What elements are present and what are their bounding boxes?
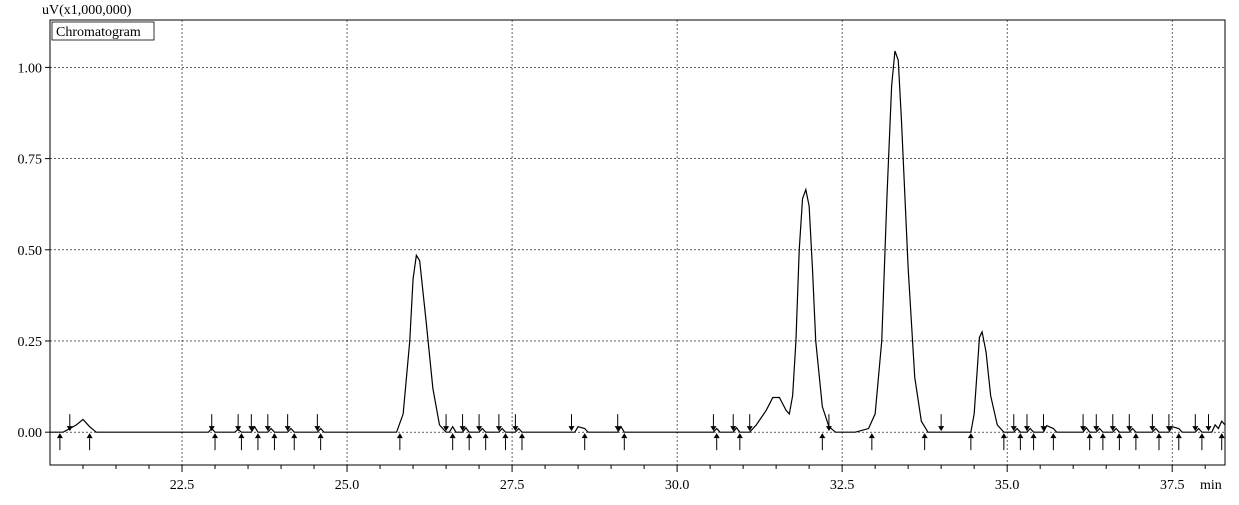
y-tick-label: 0.00 <box>18 426 43 441</box>
chart-svg: uV(x1,000,000) min Chromatogram 0.00 0.25 0.5… <box>0 0 1239 505</box>
x-tick-label: 32.5 <box>830 478 855 493</box>
x-tick-label: 35.0 <box>995 478 1020 493</box>
x-tick-label: 30.0 <box>665 478 690 493</box>
chromatogram-chart: uV(x1,000,000) min Chromatogram 0.00 0.25 0.5… <box>0 0 1239 505</box>
y-tick-label: 1.00 <box>18 61 43 76</box>
x-tick-label: 22.5 <box>170 478 195 493</box>
x-tick-label: 27.5 <box>500 478 525 493</box>
x-tick-label: 37.5 <box>1160 478 1185 493</box>
x-axis-label: min <box>1200 478 1222 493</box>
y-tick-label: 0.75 <box>18 153 43 168</box>
y-axis-label: uV(x1,000,000) <box>42 3 132 18</box>
x-tick-label: 25.0 <box>335 478 360 493</box>
y-tick-label: 0.50 <box>18 244 43 259</box>
y-tick-label: 0.25 <box>18 335 43 350</box>
inner-label: Chromatogram <box>56 25 141 40</box>
